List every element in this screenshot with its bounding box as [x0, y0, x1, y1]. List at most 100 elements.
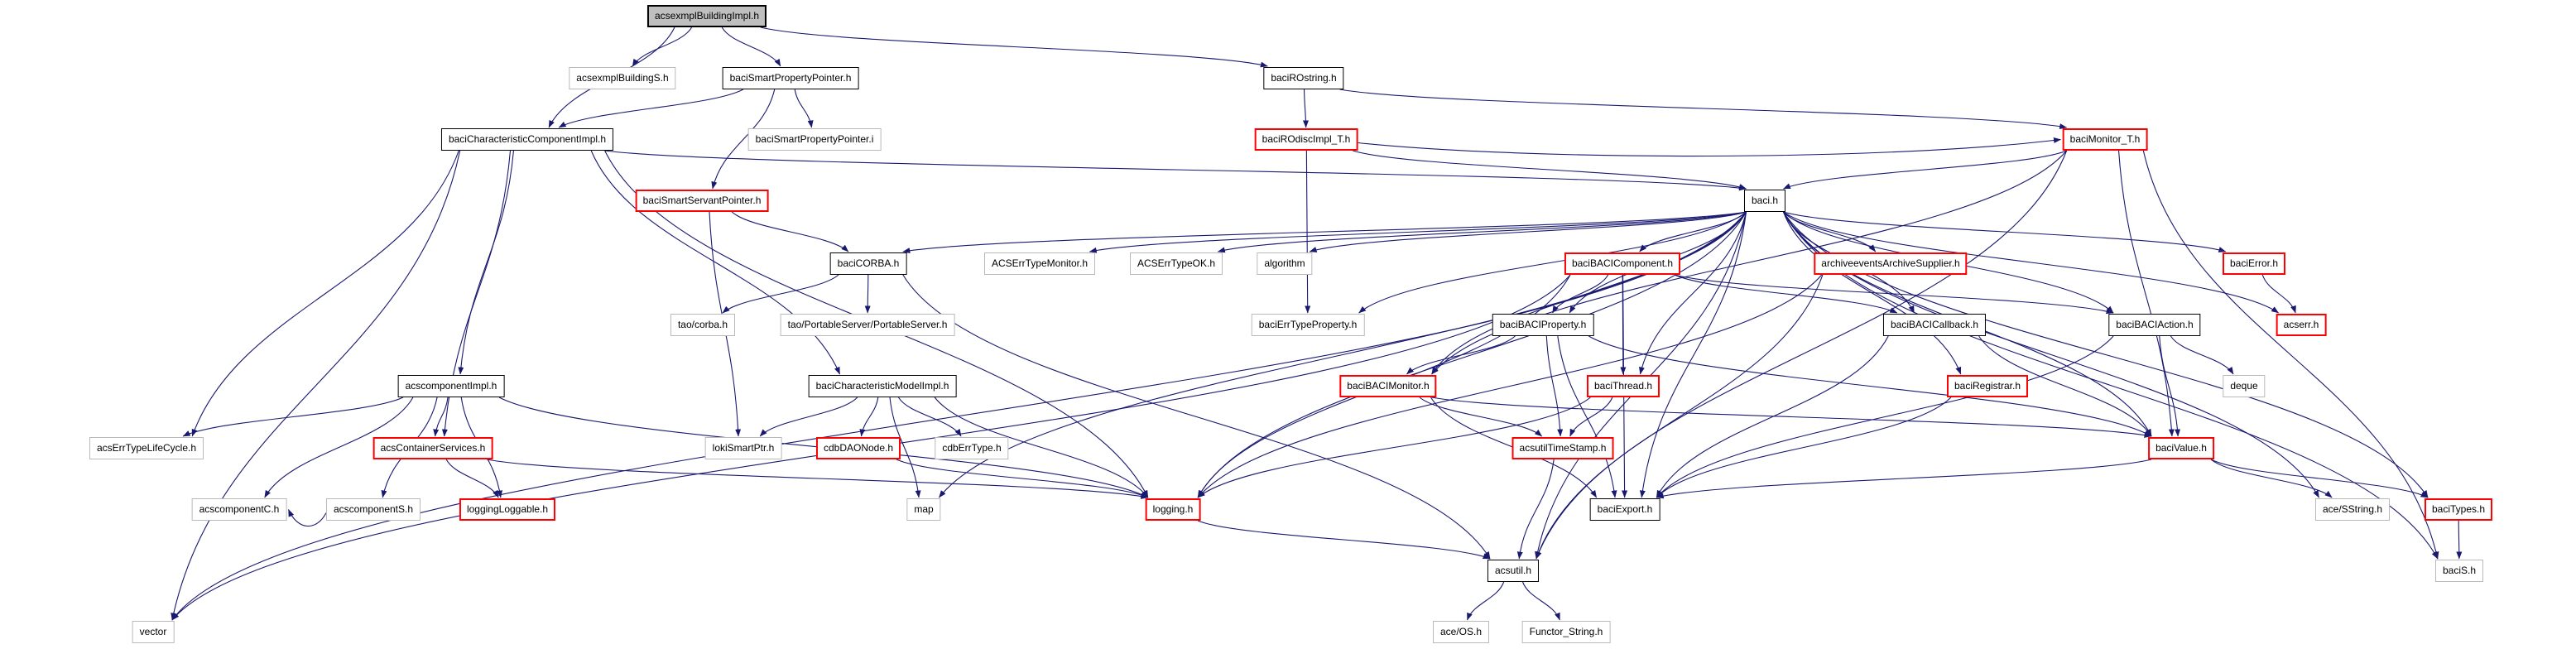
graph-node-rodisc[interactable]: baciROdiscImpl_T.h [1254, 128, 1358, 151]
graph-node-acscompImpl[interactable]: acscomponentImpl.h [397, 375, 505, 397]
graph-node-vector[interactable]: vector [132, 621, 175, 643]
include-edge-baciAction-to-deque [2170, 335, 2234, 375]
include-edge-baciCORBA-to-taoCorba [722, 274, 839, 314]
include-edge-root-to-smartPropH [721, 26, 781, 67]
node-label: acsErrTypeLifeCycle.h [96, 442, 197, 454]
include-edge-monitorT-to-baciS [2142, 150, 2439, 560]
graph-node-smartPropI[interactable]: baciSmartPropertyPointer.i [747, 128, 882, 151]
graph-node-loggable[interactable]: loggingLoggable.h [459, 498, 556, 521]
include-edge-rostring-to-rodisc [1302, 89, 1309, 128]
graph-node-archive[interactable]: archiveeventsArchiveSupplier.h [1814, 252, 1968, 275]
graph-node-root[interactable]: acsexmplBuildingImpl.h [646, 5, 767, 27]
graph-node-smartServant[interactable]: baciSmartServantPointer.h [635, 190, 769, 212]
graph-node-errTypeProp[interactable]: baciErrTypeProperty.h [1251, 314, 1365, 336]
include-edge-charModelImpl-to-cdbErr [897, 397, 962, 437]
graph-node-cdbErr[interactable]: cdbErrType.h [935, 437, 1009, 459]
graph-node-acsutil[interactable]: acsutil.h [1487, 560, 1540, 582]
graph-node-map[interactable]: map [906, 498, 941, 521]
include-edge-smartPropH-to-smartServant [711, 89, 776, 190]
graph-node-logging[interactable]: logging.h [1145, 498, 1201, 521]
graph-node-taoPS[interactable]: tao/PortableServer/PortableServer.h [780, 314, 955, 336]
node-label: baciBACIComponent.h [1571, 257, 1674, 269]
include-edge-baciCORBA-to-acsutil [902, 274, 1491, 560]
graph-node-baciAction[interactable]: baciBACIAction.h [2108, 314, 2201, 336]
graph-node-loki[interactable]: lokiSmartPtr.h [704, 437, 782, 459]
include-edge-baciCORBA-to-taoPS [864, 274, 871, 314]
include-edge-acscompImpl-to-containerSvc [433, 397, 449, 437]
graph-node-baciTypes[interactable]: baciTypes.h [2424, 498, 2493, 521]
include-edge-baci-to-vector [171, 211, 1747, 621]
graph-node-smartPropH[interactable]: baciSmartPropertyPointer.h [722, 67, 859, 89]
include-edge-baciComp-to-baciAction [1674, 274, 2114, 315]
graph-node-lifeCycle[interactable]: acsErrTypeLifeCycle.h [89, 437, 204, 459]
include-edge-monitorT-to-baciMon [1431, 150, 2068, 375]
graph-node-containerSvc[interactable]: acsContainerServices.h [372, 437, 493, 459]
include-edge-cdbDAO-to-logging [896, 459, 1149, 498]
include-edge-baciProp-to-timeStamp [1545, 335, 1564, 437]
node-label: baciBACIProperty.h [1499, 319, 1587, 330]
node-label: acsexmplBuildingImpl.h [654, 10, 760, 22]
include-edge-smartPropH-to-charCompImpl [558, 89, 744, 128]
include-edge-baci-to-baciThread [1639, 211, 1747, 375]
node-label: baciValue.h [2155, 442, 2207, 454]
node-label: baciCORBA.h [837, 257, 900, 269]
include-edge-root-to-rostring [760, 26, 1268, 68]
graph-node-baciMon[interactable]: baciBACIMonitor.h [1339, 375, 1437, 397]
include-edge-baciRegistrar-to-baciExport [1656, 397, 1952, 498]
include-edge-monitorT-to-acsutil [1536, 150, 2068, 560]
node-label: algorithm [1264, 257, 1305, 269]
node-label: ACSErrTypeOK.h [1137, 257, 1216, 269]
node-label: baciExport.h [1597, 503, 1653, 515]
node-label: lokiSmartPtr.h [712, 442, 775, 454]
graph-node-baciCallback[interactable]: baciBACICallback.h [1882, 314, 1987, 336]
graph-node-rostring[interactable]: baciROstring.h [1263, 67, 1344, 89]
graph-node-cdbDAO[interactable]: cdbDAONode.h [815, 437, 901, 459]
graph-node-acscompS[interactable]: acscomponentS.h [325, 498, 421, 521]
graph-node-buildingS[interactable]: acsexmplBuildingS.h [569, 67, 676, 89]
graph-node-baciThread[interactable]: baciThread.h [1586, 375, 1660, 397]
graph-node-aceSString[interactable]: ace/SString.h [2314, 498, 2391, 521]
node-label: acsutilTimeStamp.h [1519, 442, 1607, 454]
graph-node-monitorT[interactable]: baciMonitor_T.h [2062, 128, 2148, 151]
graph-node-acserr[interactable]: acserr.h [2276, 314, 2327, 336]
node-label: baciMonitor_T.h [2069, 133, 2141, 145]
graph-node-deque[interactable]: deque [2223, 375, 2266, 397]
include-edge-acsutil-to-functorString [1522, 581, 1560, 621]
node-label: baci.h [1751, 195, 1779, 206]
graph-node-baciProp[interactable]: baciBACIProperty.h [1492, 314, 1594, 336]
graph-node-baciErrorH[interactable]: baciError.h [2222, 252, 2286, 275]
include-edge-timeStamp-to-acsutil [1516, 459, 1555, 560]
node-label: baciBACICallback.h [1890, 319, 1979, 330]
graph-node-baciCORBA[interactable]: baciCORBA.h [829, 252, 907, 275]
graph-node-timeStamp[interactable]: acsutilTimeStamp.h [1511, 437, 1614, 459]
include-edge-baci-to-acsErrMon [1089, 211, 1747, 253]
graph-node-baciValue[interactable]: baciValue.h [2148, 437, 2214, 459]
graph-node-baci[interactable]: baci.h [1743, 190, 1786, 212]
node-label: baciROdiscImpl_T.h [1262, 133, 1351, 145]
graph-node-acsErrMon[interactable]: ACSErrTypeMonitor.h [983, 252, 1096, 275]
node-label: baciError.h [2229, 257, 2279, 269]
graph-node-baciRegistrar[interactable]: baciRegistrar.h [1946, 375, 2029, 397]
include-edge-baciValue-to-baciTypes [2210, 459, 2429, 498]
graph-node-acsErrOK[interactable]: ACSErrTypeOK.h [1129, 252, 1223, 275]
graph-node-charCompImpl[interactable]: baciCharacteristicComponentImpl.h [440, 128, 614, 151]
graph-node-taoCorba[interactable]: tao/corba.h [670, 314, 736, 336]
graph-node-charModelImpl[interactable]: baciCharacteristicModelImpl.h [808, 375, 957, 397]
graph-node-algorithm[interactable]: algorithm [1257, 252, 1313, 275]
graph-node-functorString[interactable]: Functor_String.h [1521, 621, 1611, 643]
graph-node-aceOS[interactable]: ace/OS.h [1432, 621, 1490, 643]
graph-node-baciExport[interactable]: baciExport.h [1589, 498, 1660, 521]
graph-node-acscompC[interactable]: acscomponentC.h [191, 498, 287, 521]
node-label: baciCharacteristicModelImpl.h [815, 380, 949, 392]
include-edge-rostring-to-monitorT [1339, 89, 2068, 129]
node-label: ace/OS.h [1439, 626, 1483, 637]
node-label: tao/corba.h [677, 319, 728, 330]
include-edge-baciThread-to-timeStamp [1569, 397, 1613, 437]
include-edge-baciProp-to-baciExport [1557, 335, 1617, 498]
include-edge-baci-to-acserr [1783, 211, 2279, 314]
include-edge-archive-to-logging [1197, 274, 1823, 498]
include-edge-smartPropH-to-smartPropI [794, 89, 814, 128]
graph-node-baciS[interactable]: baciS.h [2434, 560, 2484, 582]
graph-node-baciComp[interactable]: baciBACIComponent.h [1564, 252, 1681, 275]
